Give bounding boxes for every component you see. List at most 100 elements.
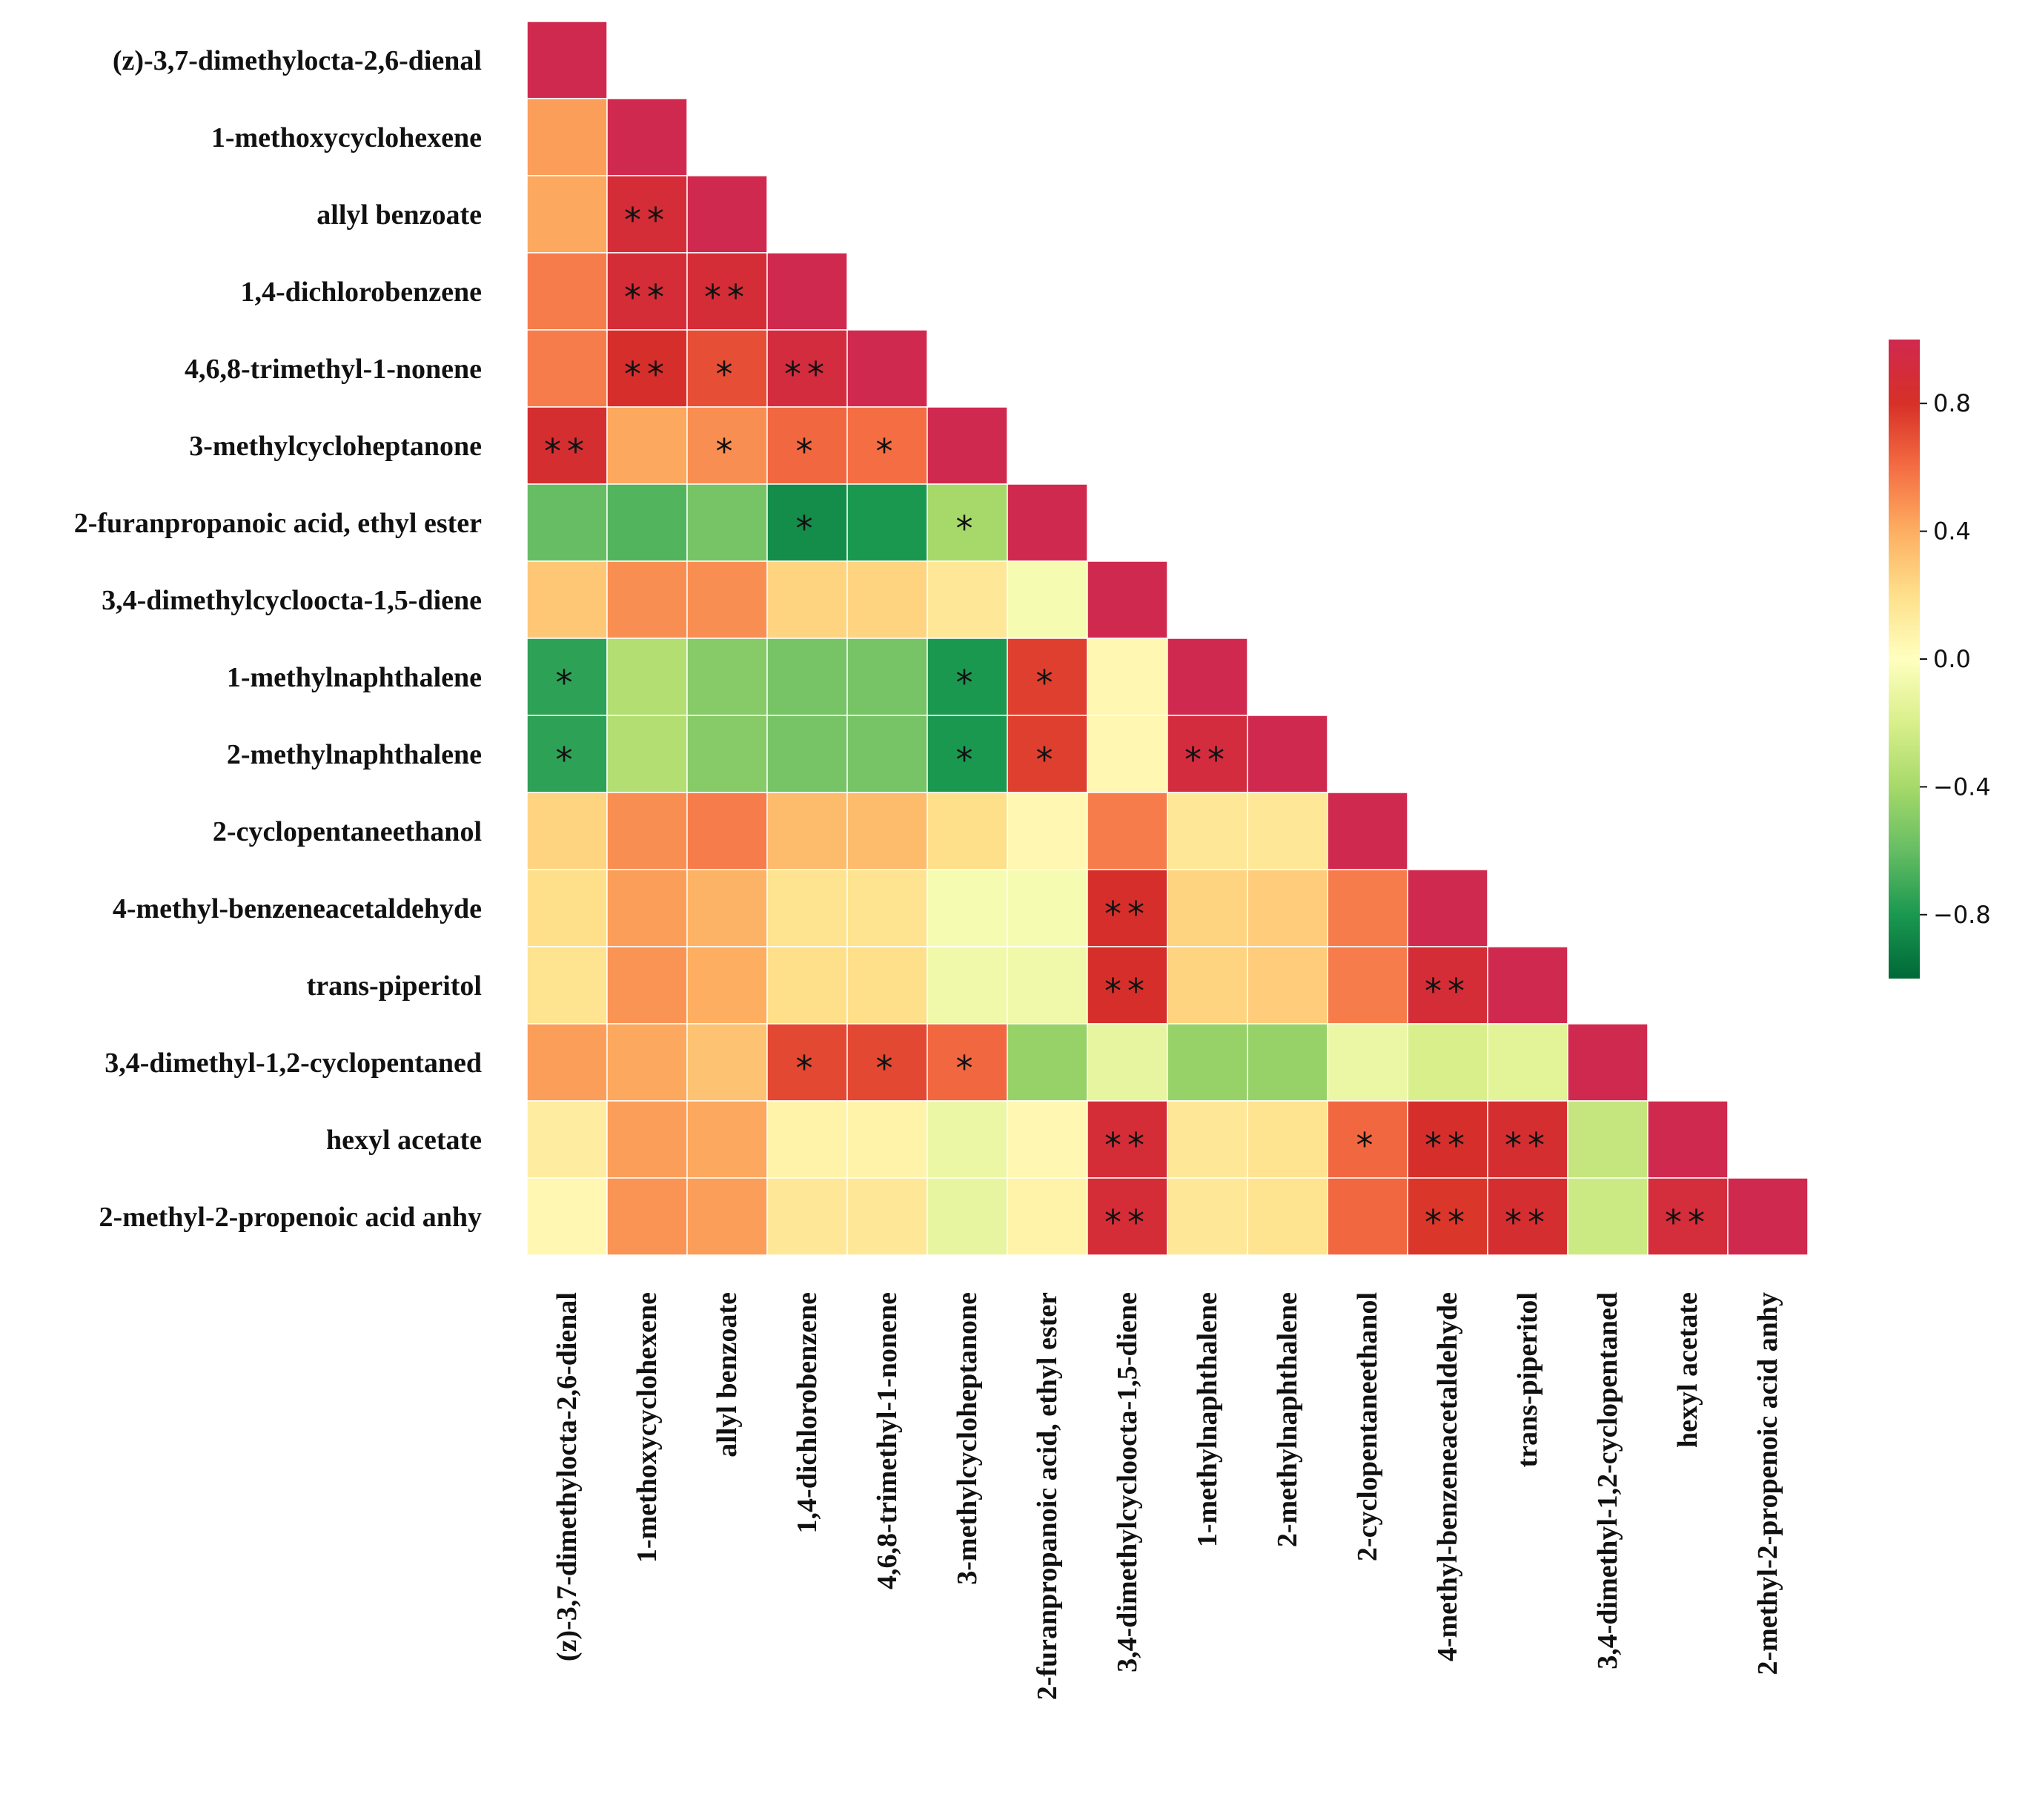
- heatmap-cell: [1167, 638, 1248, 716]
- heatmap-cell: [1407, 869, 1488, 947]
- heatmap-cell: [766, 252, 848, 331]
- significance-marker: *: [556, 663, 579, 703]
- heatmap-cell: [1087, 792, 1168, 870]
- heatmap-cell: [1247, 1100, 1328, 1179]
- heatmap-cell: [606, 175, 688, 254]
- heatmap-cell: [1327, 1177, 1408, 1256]
- heatmap-cell: [1007, 792, 1088, 870]
- significance-marker: *: [876, 431, 899, 471]
- significance-marker: *: [716, 431, 739, 471]
- heatmap-cell: [686, 1100, 768, 1179]
- heatmap-cell: [1007, 869, 1088, 947]
- heatmap-cell: [1007, 1177, 1088, 1256]
- heatmap-cell: [686, 946, 768, 1025]
- significance-marker: *: [876, 1048, 899, 1088]
- row-label: 3-methylcycloheptanone: [189, 431, 482, 462]
- column-label: hexyl acetate: [1672, 1292, 1703, 1448]
- colorbar-tick-label: −0.8: [1933, 901, 1991, 929]
- row-label: 2-cyclopentaneethanol: [213, 816, 482, 847]
- column-label: trans-piperitol: [1512, 1292, 1543, 1467]
- significance-marker: *: [956, 509, 979, 549]
- heatmap-cell: [1087, 869, 1168, 947]
- heatmap-cell: [606, 98, 688, 176]
- row-label: allyl benzoate: [317, 199, 482, 231]
- heatmap-cell: [686, 715, 768, 793]
- significance-marker: *: [956, 1048, 979, 1088]
- row-label: 3,4-dimethylcycloocta-1,5-diene: [102, 585, 482, 616]
- colorbar-tick-label: 0.4: [1933, 517, 1971, 546]
- heatmap-cell: [526, 329, 608, 408]
- column-label: 2-furanpropanoic acid, ethyl ester: [1032, 1292, 1063, 1700]
- heatmap-cell: [1327, 869, 1408, 947]
- heatmap-cell: [686, 1177, 768, 1256]
- heatmap-cell: [766, 946, 848, 1025]
- row-label: 2-furanpropanoic acid, ethyl ester: [74, 508, 482, 539]
- column-label: 4,6,8-trimethyl-1-nonene: [872, 1292, 903, 1589]
- colorbar-tick-label: 0.0: [1933, 645, 1971, 673]
- heatmap-cell: [1167, 792, 1248, 870]
- heatmap-cell: [1727, 1177, 1809, 1256]
- heatmap-cell: [1567, 1023, 1648, 1102]
- significance-marker: *: [796, 1048, 819, 1088]
- heatmap-cell: [526, 483, 608, 562]
- heatmap-cell: [606, 483, 688, 562]
- row-label: 1,4-dichlorobenzene: [241, 277, 482, 308]
- row-label: hexyl acetate: [326, 1125, 482, 1156]
- significance-marker: **: [544, 431, 590, 471]
- heatmap-cell: [686, 792, 768, 870]
- heatmap-cell: [606, 1177, 688, 1256]
- column-label: 4-methyl-benzeneacetaldehyde: [1432, 1292, 1463, 1661]
- heatmap-cell: [846, 483, 928, 562]
- significance-marker: *: [956, 663, 979, 703]
- significance-marker: **: [624, 200, 670, 240]
- heatmap-cell: [927, 1023, 1008, 1102]
- heatmap-cell: [526, 1023, 608, 1102]
- heatmap-cell: [686, 252, 768, 331]
- heatmap-cell: [846, 329, 928, 408]
- heatmap-cell: [927, 638, 1008, 716]
- significance-marker: **: [1104, 971, 1150, 1011]
- heatmap-cell: [526, 175, 608, 254]
- heatmap-cell: [686, 406, 768, 485]
- heatmap-cell: [1167, 1177, 1248, 1256]
- heatmap-cell: [686, 483, 768, 562]
- heatmap-cell: [1007, 1100, 1088, 1179]
- significance-marker: *: [1036, 740, 1059, 780]
- heatmap-cell: [846, 406, 928, 485]
- column-label: 2-methylnaphthalene: [1272, 1292, 1303, 1547]
- heatmap-cell: [606, 329, 688, 408]
- heatmap-cell: [1247, 946, 1328, 1025]
- heatmap-cell: [766, 1023, 848, 1102]
- heatmap-cell: [526, 98, 608, 176]
- heatmap-cell: [606, 792, 688, 870]
- heatmap-cell: [1407, 1177, 1488, 1256]
- heatmap-cell: [1647, 1100, 1729, 1179]
- heatmap-cell: [686, 1023, 768, 1102]
- heatmap-cell: [1007, 1023, 1088, 1102]
- heatmap-cell: [1167, 1023, 1248, 1102]
- significance-marker: **: [1184, 740, 1230, 780]
- significance-marker: **: [784, 354, 830, 394]
- significance-marker: *: [796, 509, 819, 549]
- column-label: 1-methylnaphthalene: [1192, 1292, 1223, 1547]
- heatmap-cell: [1327, 1100, 1408, 1179]
- row-label: 1-methoxycyclohexene: [211, 122, 482, 153]
- heatmap-cell: [766, 560, 848, 639]
- heatmap-cell: [1247, 869, 1328, 947]
- heatmap-cell: [686, 560, 768, 639]
- heatmap-cell: [1007, 715, 1088, 793]
- heatmap-cell: [606, 252, 688, 331]
- heatmap-cell: [1407, 1100, 1488, 1179]
- column-labels: (z)-3,7-dimethylocta-2,6-dienal 1-methoxy…: [551, 1292, 1783, 1700]
- heatmap-cell: [846, 560, 928, 639]
- colorbar-gradient: [1889, 340, 1920, 979]
- significance-marker: *: [716, 354, 739, 394]
- heatmap-cell: [846, 715, 928, 793]
- heatmap-cell: [766, 1177, 848, 1256]
- heatmap-cell: [766, 638, 848, 716]
- heatmap-cells: [526, 21, 1809, 1256]
- heatmap-cell: [927, 483, 1008, 562]
- significance-marker: *: [1036, 663, 1059, 703]
- heatmap-cell: [686, 869, 768, 947]
- heatmap-cell: [526, 560, 608, 639]
